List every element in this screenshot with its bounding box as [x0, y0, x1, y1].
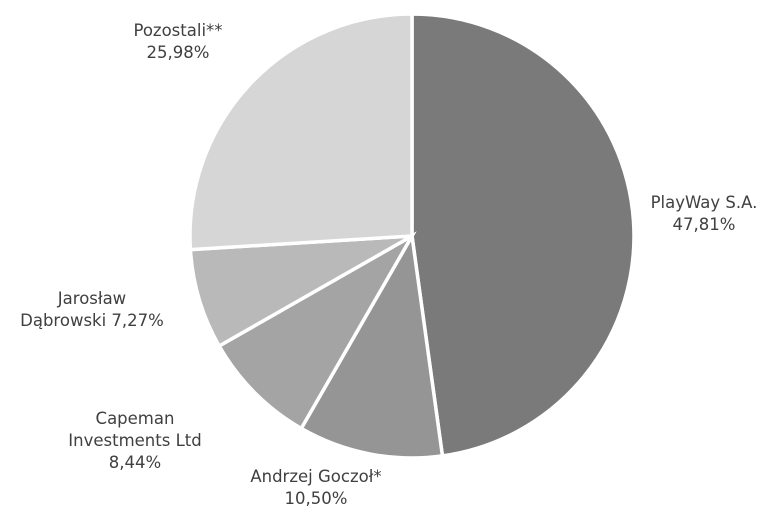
- slice-label-line: PlayWay S.A.: [651, 193, 758, 212]
- slice-label-line: 8,44%: [109, 453, 161, 472]
- pie-slice-capeman-investments: [216, 231, 417, 431]
- pie-slices: [188, 12, 636, 460]
- pie-slice-andrzej-goczol: [298, 230, 445, 460]
- slice-label-line: 25,98%: [147, 43, 210, 62]
- slice-labels: PlayWay S.A. 47,81% Andrzej Goczoł* 10,50% C…: [20, 21, 757, 508]
- slice-label-line: Pozostali**: [133, 21, 222, 40]
- slice-label-line: Investments Ltd: [68, 431, 201, 450]
- slice-label-line: Dąbrowski 7,27%: [20, 311, 164, 330]
- pie-slice-jaroslaw-dabrowski: [188, 234, 413, 349]
- slice-label-capeman-investments: Capeman Investments Ltd 8,44%: [68, 409, 201, 472]
- slice-label-line: Capeman: [96, 409, 175, 428]
- slice-label-line: 10,50%: [285, 489, 348, 508]
- slice-label-line: Jarosław: [57, 289, 126, 308]
- slice-label-playway: PlayWay S.A. 47,81%: [651, 193, 758, 234]
- pie-slice-playway: [410, 12, 636, 458]
- slice-label-pozostali: Pozostali** 25,98%: [133, 21, 222, 62]
- slice-label-line: 47,81%: [673, 215, 736, 234]
- slice-label-line: Andrzej Goczoł*: [250, 467, 381, 486]
- pie-slice-pozostali: [188, 12, 414, 252]
- slice-label-andrzej-goczol: Andrzej Goczoł* 10,50%: [250, 467, 381, 508]
- slice-label-jaroslaw-dabrowski: Jarosław Dąbrowski 7,27%: [20, 289, 164, 330]
